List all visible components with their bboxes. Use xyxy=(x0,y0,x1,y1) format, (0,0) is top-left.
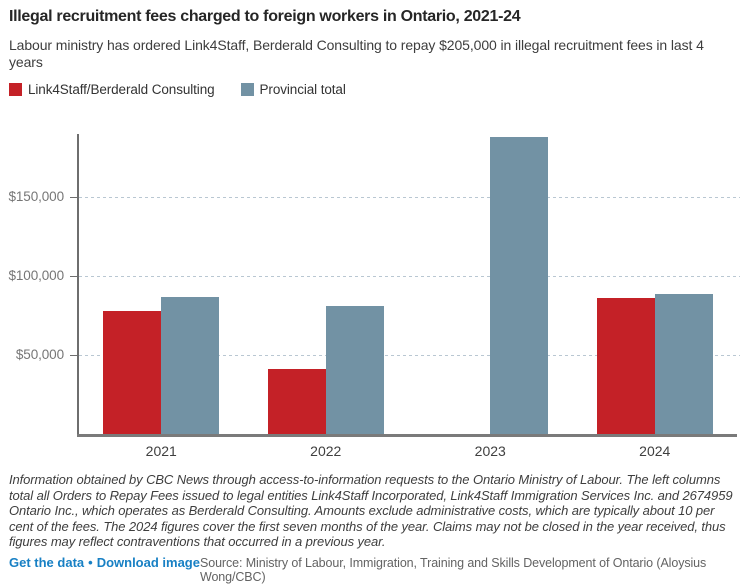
y-tick-label: $100,000 xyxy=(8,268,64,284)
x-axis-line xyxy=(77,434,737,437)
source-text: Source: Ministry of Labour, Immigration,… xyxy=(199,555,707,584)
gridline-100000 xyxy=(79,276,740,278)
page-subtitle: Labour ministry has ordered Link4Staff, … xyxy=(9,37,704,70)
y-tick-label: $50,000 xyxy=(15,347,64,363)
legend-label: Link4Staff/Berderald Consulting xyxy=(28,82,215,97)
y-axis-line xyxy=(77,134,79,434)
bar-2021-series-0 xyxy=(103,310,162,434)
page-title: Illegal recruitment fees charged to fore… xyxy=(9,8,521,25)
legend-swatch-icon xyxy=(240,83,254,96)
y-tick xyxy=(70,276,77,278)
bar-group-2021 xyxy=(79,134,244,434)
gridline-50000 xyxy=(79,355,740,357)
y-tick xyxy=(70,355,77,357)
download-image-link[interactable]: Download image xyxy=(96,554,200,570)
y-tick xyxy=(70,197,77,199)
footer-row: Get the data • Download image Source: Mini… xyxy=(9,555,733,584)
bar-2022-series-1 xyxy=(325,306,384,434)
footnote: Information obtained by CBC News through… xyxy=(9,472,733,549)
bar-2021-series-1 xyxy=(161,296,220,434)
x-axis-labels: 2021 2022 2023 2024 xyxy=(79,443,737,459)
bar-group-2023 xyxy=(408,134,573,434)
bars-container xyxy=(79,134,737,434)
bar-group-2024 xyxy=(573,134,738,434)
x-axis-label-2024: 2024 xyxy=(639,443,671,459)
x-axis-label-2022: 2022 xyxy=(310,443,342,459)
footer-links: Get the data • Download image xyxy=(9,555,200,570)
x-axis-label-2021: 2021 xyxy=(145,443,177,459)
legend-label: Provincial total xyxy=(259,82,346,97)
x-axis-label-2023: 2023 xyxy=(474,443,506,459)
bar-chart: $50,000 $100,000 $150,000 2021 2022 2023 2024 xyxy=(0,134,741,459)
gridline-150000 xyxy=(79,197,740,199)
bar-2024-series-0 xyxy=(596,298,655,434)
legend-item-1: Provincial total xyxy=(240,82,346,97)
legend-swatch-icon xyxy=(9,83,22,96)
bar-2023-series-1 xyxy=(490,137,549,434)
bar-2022-series-0 xyxy=(267,369,326,434)
chart-legend: Link4Staff/Berderald Consulting Provincia… xyxy=(9,82,733,97)
get-the-data-link[interactable]: Get the data xyxy=(9,554,85,570)
bar-2024-series-1 xyxy=(654,293,713,434)
legend-item-0: Link4Staff/Berderald Consulting xyxy=(9,82,215,97)
bar-group-2022 xyxy=(244,134,409,434)
y-tick-label: $150,000 xyxy=(8,189,64,205)
plot-area: $50,000 $100,000 $150,000 xyxy=(0,134,741,437)
link-separator: • xyxy=(88,554,93,570)
